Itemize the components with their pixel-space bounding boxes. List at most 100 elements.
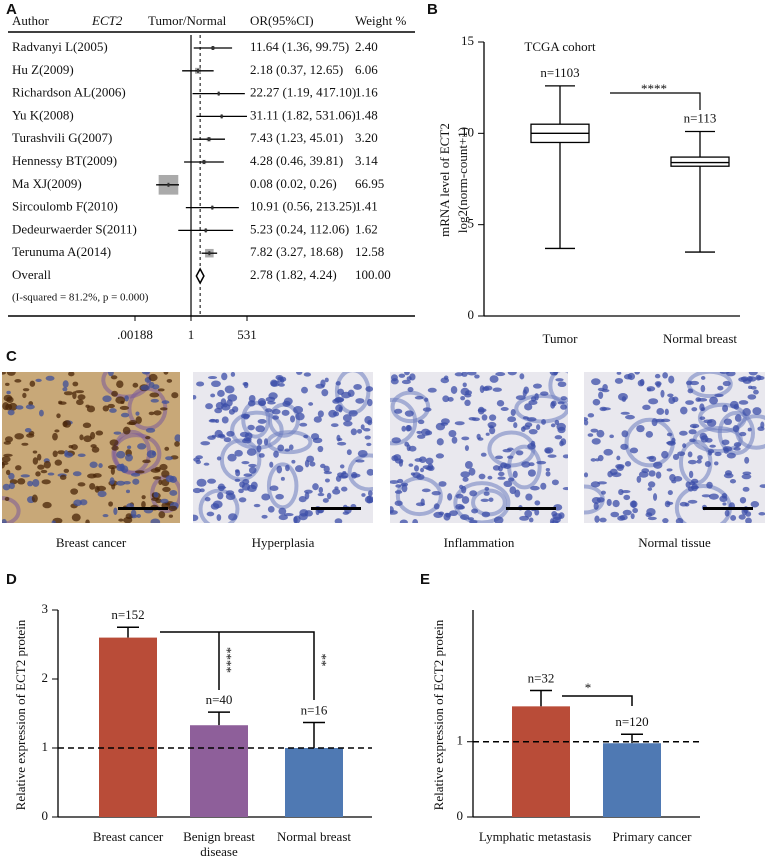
point-estimate xyxy=(211,205,214,210)
nucleus xyxy=(666,432,673,437)
nucleus xyxy=(89,461,98,468)
or-label: 2.78 (1.82, 4.24) xyxy=(250,267,337,282)
nucleus xyxy=(366,468,373,476)
nucleus xyxy=(116,380,124,389)
nucleus xyxy=(503,480,513,488)
gland xyxy=(390,397,418,446)
image-caption: Inflammation xyxy=(444,535,515,550)
y-tick-label: 1 xyxy=(457,733,464,748)
nucleus xyxy=(8,482,15,490)
nucleus xyxy=(760,421,765,429)
nucleus xyxy=(62,420,68,428)
nucleus xyxy=(303,434,309,439)
nucleus xyxy=(58,401,67,405)
nucleus xyxy=(489,375,499,383)
nucleus xyxy=(298,496,307,503)
nucleus xyxy=(699,432,708,440)
nucleus xyxy=(238,497,247,503)
nucleus xyxy=(653,461,663,469)
nucleus xyxy=(485,432,490,436)
nucleus xyxy=(57,450,66,455)
nucleus xyxy=(111,390,118,397)
nucleus xyxy=(92,473,102,478)
nucleus xyxy=(70,488,79,495)
nucleus xyxy=(696,459,702,464)
x-tick-label: Tumor xyxy=(543,331,579,346)
nucleus xyxy=(433,503,440,510)
nucleus xyxy=(669,474,676,482)
nucleus xyxy=(687,451,693,458)
nucleus xyxy=(20,474,30,478)
nucleus xyxy=(225,490,235,496)
nucleus xyxy=(545,448,551,454)
nucleus xyxy=(301,386,308,394)
scale-bar xyxy=(703,507,753,510)
nucleus xyxy=(551,479,559,486)
nucleus xyxy=(136,514,141,518)
nucleus xyxy=(723,447,729,454)
nucleus xyxy=(277,376,283,383)
nucleus xyxy=(134,470,145,474)
nucleus xyxy=(258,453,265,458)
nucleus xyxy=(440,418,450,425)
nucleus xyxy=(332,488,341,495)
significance-label: ** xyxy=(318,654,333,667)
or-label: 7.43 (1.23, 45.01) xyxy=(250,130,343,145)
nucleus xyxy=(326,492,332,500)
nucleus xyxy=(160,498,169,504)
nucleus xyxy=(466,372,477,376)
nucleus xyxy=(148,411,155,416)
nucleus xyxy=(111,445,119,451)
nucleus xyxy=(519,515,530,521)
nucleus xyxy=(420,498,425,506)
nucleus xyxy=(54,429,60,433)
nucleus xyxy=(127,445,132,450)
nucleus xyxy=(164,446,170,451)
nucleus xyxy=(404,441,410,447)
nucleus xyxy=(500,406,509,412)
nucleus xyxy=(492,465,501,471)
column-header: ECT2 xyxy=(91,13,123,28)
nucleus xyxy=(733,446,741,451)
nucleus xyxy=(584,417,589,421)
nucleus xyxy=(126,421,136,425)
or-label: 31.11 (1.82, 531.06) xyxy=(250,107,356,122)
nucleus xyxy=(478,473,486,480)
nucleus xyxy=(276,465,283,474)
nucleus xyxy=(729,479,737,484)
nucleus xyxy=(75,390,85,394)
nucleus xyxy=(335,381,341,386)
nucleus xyxy=(238,488,244,494)
nucleus xyxy=(145,435,151,440)
nucleus xyxy=(462,477,469,482)
nucleus xyxy=(395,484,402,488)
nucleus xyxy=(443,512,451,521)
nucleus xyxy=(203,462,210,466)
nucleus xyxy=(645,431,654,438)
nucleus xyxy=(447,397,454,402)
nucleus xyxy=(701,494,711,498)
nucleus xyxy=(5,469,11,475)
nucleus xyxy=(119,463,125,472)
nucleus xyxy=(488,497,494,502)
nucleus xyxy=(123,516,133,523)
nucleus xyxy=(704,461,712,468)
nucleus xyxy=(110,467,115,475)
nucleus xyxy=(557,401,565,405)
n-label: n=152 xyxy=(111,607,144,622)
nucleus xyxy=(118,518,124,522)
nucleus xyxy=(461,485,467,494)
nucleus xyxy=(85,519,90,523)
nucleus xyxy=(341,391,352,399)
nucleus xyxy=(261,493,271,501)
micrograph xyxy=(390,372,568,523)
nucleus xyxy=(425,457,434,465)
nucleus xyxy=(256,445,262,453)
nucleus xyxy=(355,398,365,404)
nucleus xyxy=(2,518,7,523)
nucleus xyxy=(243,473,253,477)
nucleus xyxy=(193,457,201,462)
nucleus xyxy=(353,384,362,390)
nucleus xyxy=(391,455,399,462)
